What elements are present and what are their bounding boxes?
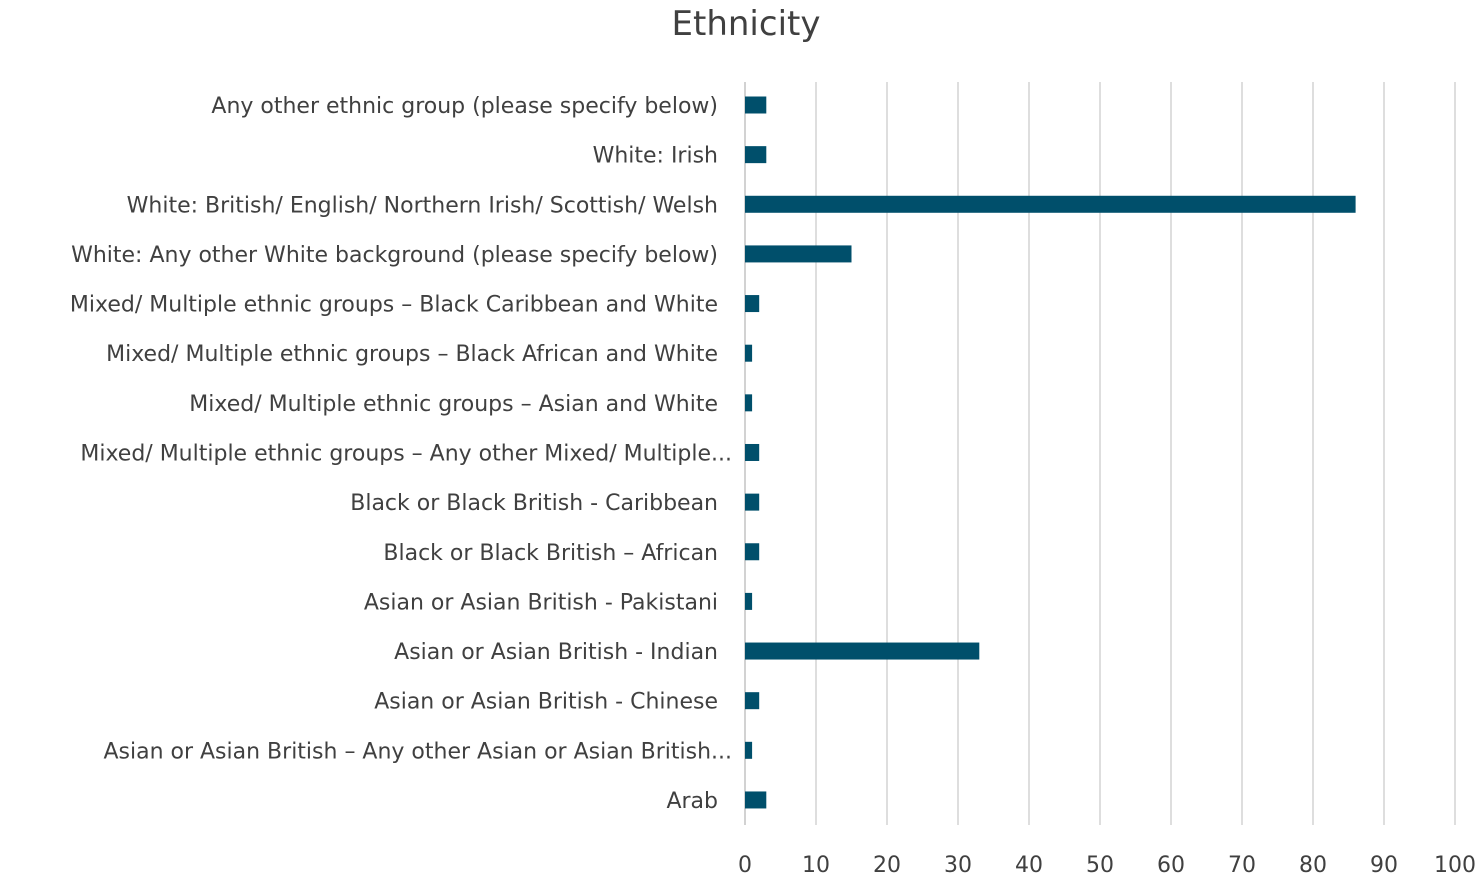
bar <box>745 642 980 660</box>
x-tick-label: 70 <box>1228 853 1256 875</box>
bar <box>745 96 767 114</box>
x-tick-label: 90 <box>1370 853 1398 875</box>
category-label: Mixed/ Multiple ethnic groups – Black Af… <box>106 342 718 367</box>
category-label: White: British/ English/ Northern Irish/… <box>127 193 718 218</box>
bar <box>745 295 760 313</box>
category-label: Arab <box>666 789 718 814</box>
x-tick-label: 60 <box>1157 853 1185 875</box>
x-tick-label: 100 <box>1434 853 1476 875</box>
x-tick-label: 20 <box>873 853 901 875</box>
bars <box>745 96 1356 809</box>
category-label: Black or Black British - Caribbean <box>350 491 718 516</box>
category-label: Black or Black British – African <box>383 541 718 566</box>
x-tick-label: 80 <box>1299 853 1327 875</box>
bar <box>745 692 760 710</box>
category-label: Mixed/ Multiple ethnic groups – Any othe… <box>80 441 732 466</box>
category-label: Asian or Asian British – Any other Asian… <box>103 739 732 764</box>
chart-title: Ethnicity <box>672 4 821 44</box>
category-labels: Any other ethnic group (please specify b… <box>70 94 732 814</box>
category-label: Any other ethnic group (please specify b… <box>211 94 718 119</box>
bar <box>745 344 753 362</box>
bar <box>745 443 760 461</box>
category-label: Mixed/ Multiple ethnic groups – Black Ca… <box>70 293 718 318</box>
bar <box>745 741 753 759</box>
bar <box>745 146 767 164</box>
category-label: Mixed/ Multiple ethnic groups – Asian an… <box>189 392 718 417</box>
category-label: White: Irish <box>593 144 718 169</box>
bar <box>745 791 767 809</box>
bar <box>745 245 852 263</box>
category-label: White: Any other White background (pleas… <box>71 243 718 268</box>
category-label: Asian or Asian British - Chinese <box>374 690 718 715</box>
bar <box>745 592 753 610</box>
x-tick-label: 0 <box>738 853 752 875</box>
bar <box>745 543 760 561</box>
category-label: Asian or Asian British - Indian <box>394 640 718 665</box>
x-tick-label: 50 <box>1086 853 1114 875</box>
bar <box>745 195 1356 213</box>
x-tick-label: 10 <box>802 853 830 875</box>
bar <box>745 394 753 412</box>
bar <box>745 493 760 511</box>
x-axis-tick-labels: 0 10 20 30 40 50 60 70 80 90 100 <box>738 853 1476 875</box>
category-label: Asian or Asian British - Pakistani <box>364 590 718 615</box>
x-tick-label: 30 <box>944 853 972 875</box>
x-tick-label: 40 <box>1015 853 1043 875</box>
gridlines <box>744 82 1456 825</box>
